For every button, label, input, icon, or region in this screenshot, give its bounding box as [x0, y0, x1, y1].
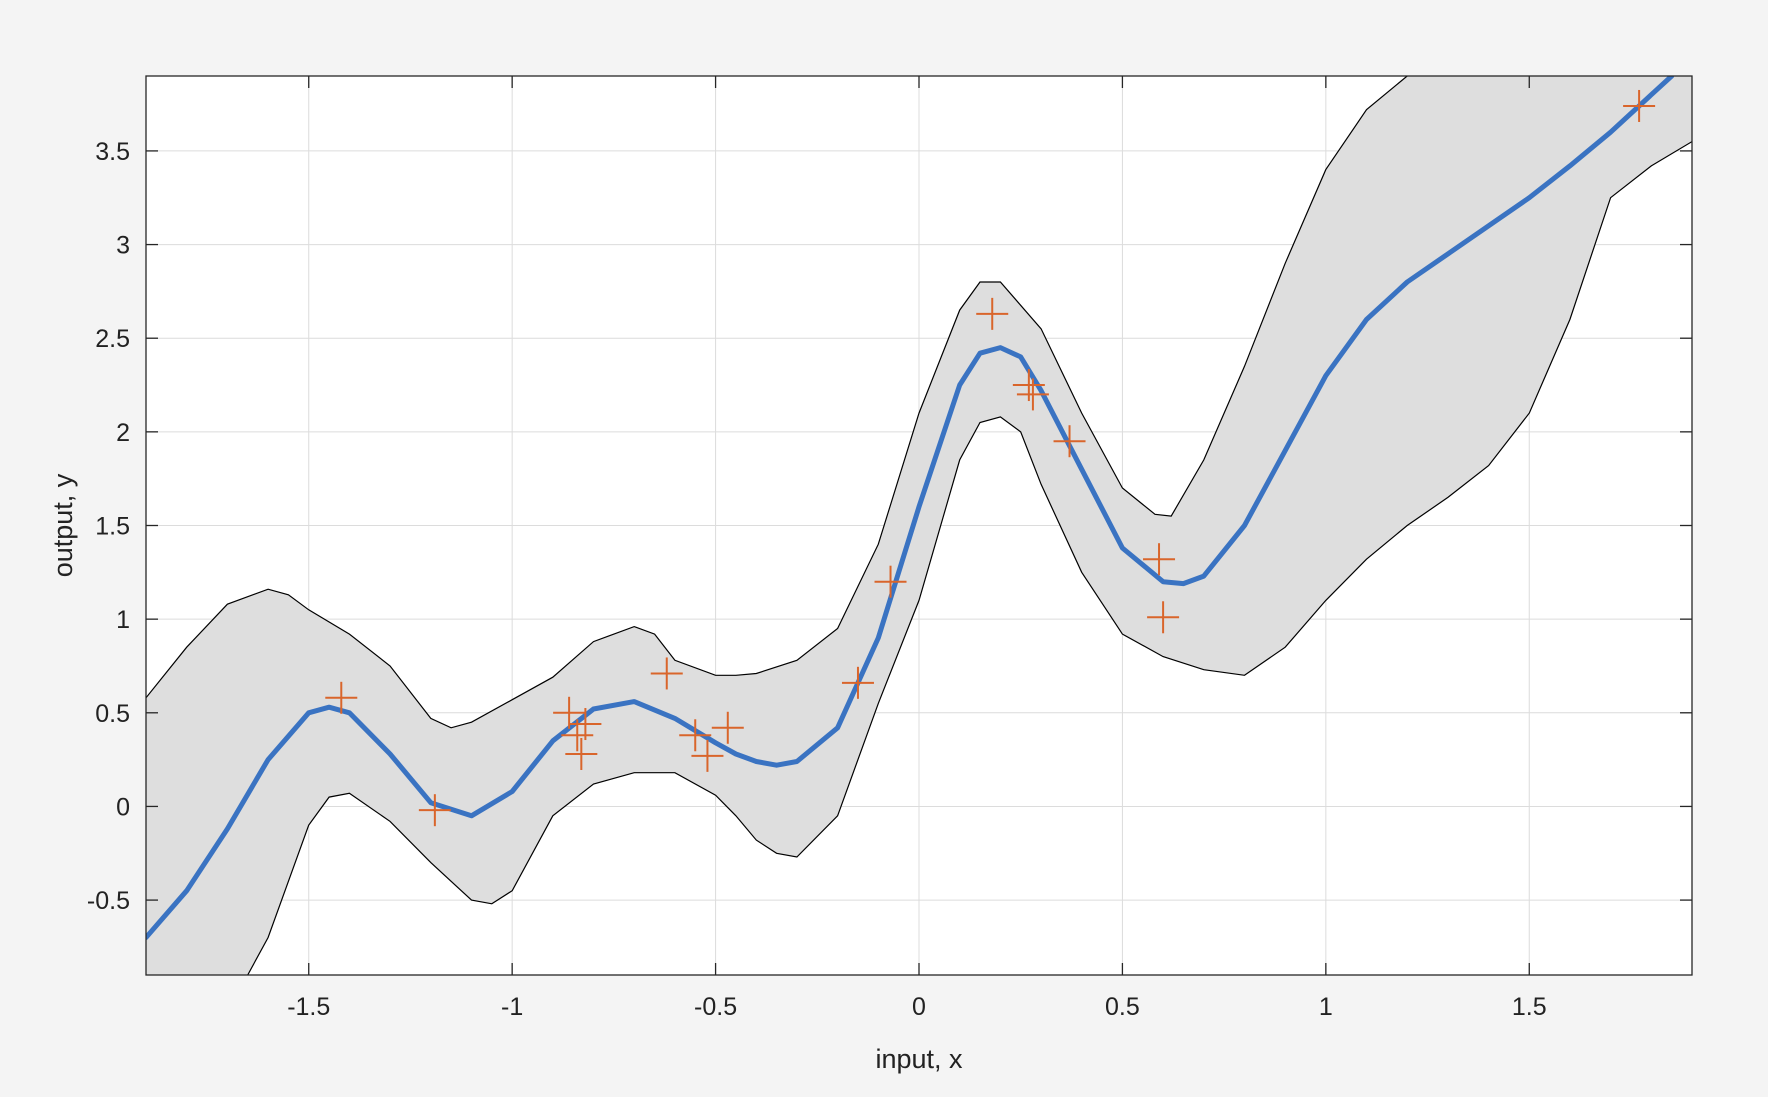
data-point — [691, 739, 724, 772]
lower-bound-line — [247, 141, 1692, 975]
data-point — [711, 711, 744, 744]
x-tick-label: 1.5 — [1512, 993, 1547, 1021]
x-tick-label: 0 — [912, 993, 926, 1021]
axis-ticks: -1.5 -1 -0.5 0 0.5 1 1.5 -0.5 0 0.5 1 1.5 2 2.5 3 3.5 — [87, 76, 1692, 1021]
y-tick-label: 3.5 — [95, 138, 130, 166]
data-point — [1053, 425, 1086, 458]
data-point — [1147, 601, 1180, 634]
data-point — [1623, 89, 1656, 122]
y-tick-label: 0.5 — [95, 700, 130, 728]
data-point — [841, 666, 874, 699]
data-point — [650, 657, 683, 690]
data-point — [679, 719, 712, 752]
y-tick-label: 0 — [116, 793, 130, 821]
y-axis-label: output, y — [48, 473, 78, 577]
mean-line-layer — [146, 76, 1675, 940]
y-tick-label: 1.5 — [95, 513, 130, 541]
band-fill — [146, 76, 1692, 975]
mean-line — [146, 76, 1675, 940]
data-point — [569, 708, 602, 741]
observation-points — [325, 89, 1656, 827]
y-tick-label: 2 — [116, 419, 130, 447]
data-point — [976, 297, 1009, 330]
data-point — [874, 565, 907, 598]
data-point — [418, 794, 451, 827]
y-tick-label: 2.5 — [95, 325, 130, 353]
confidence-band — [146, 76, 1692, 975]
data-point — [1016, 378, 1049, 411]
data-point — [325, 681, 358, 714]
x-tick-label: 1 — [1319, 993, 1333, 1021]
data-point — [1012, 369, 1045, 402]
y-tick-label: -0.5 — [87, 887, 130, 915]
data-point — [1143, 543, 1176, 576]
upper-bound-line — [146, 76, 1409, 729]
y-tick-label: 3 — [116, 232, 130, 260]
x-tick-label: -1.5 — [287, 993, 330, 1021]
data-point — [553, 696, 586, 729]
y-tick-label: 1 — [116, 606, 130, 634]
x-tick-label: -1 — [501, 993, 523, 1021]
x-tick-label: 0.5 — [1105, 993, 1140, 1021]
data-point — [565, 737, 598, 770]
x-tick-label: -0.5 — [694, 993, 737, 1021]
x-axis-label: input, x — [875, 1044, 963, 1074]
